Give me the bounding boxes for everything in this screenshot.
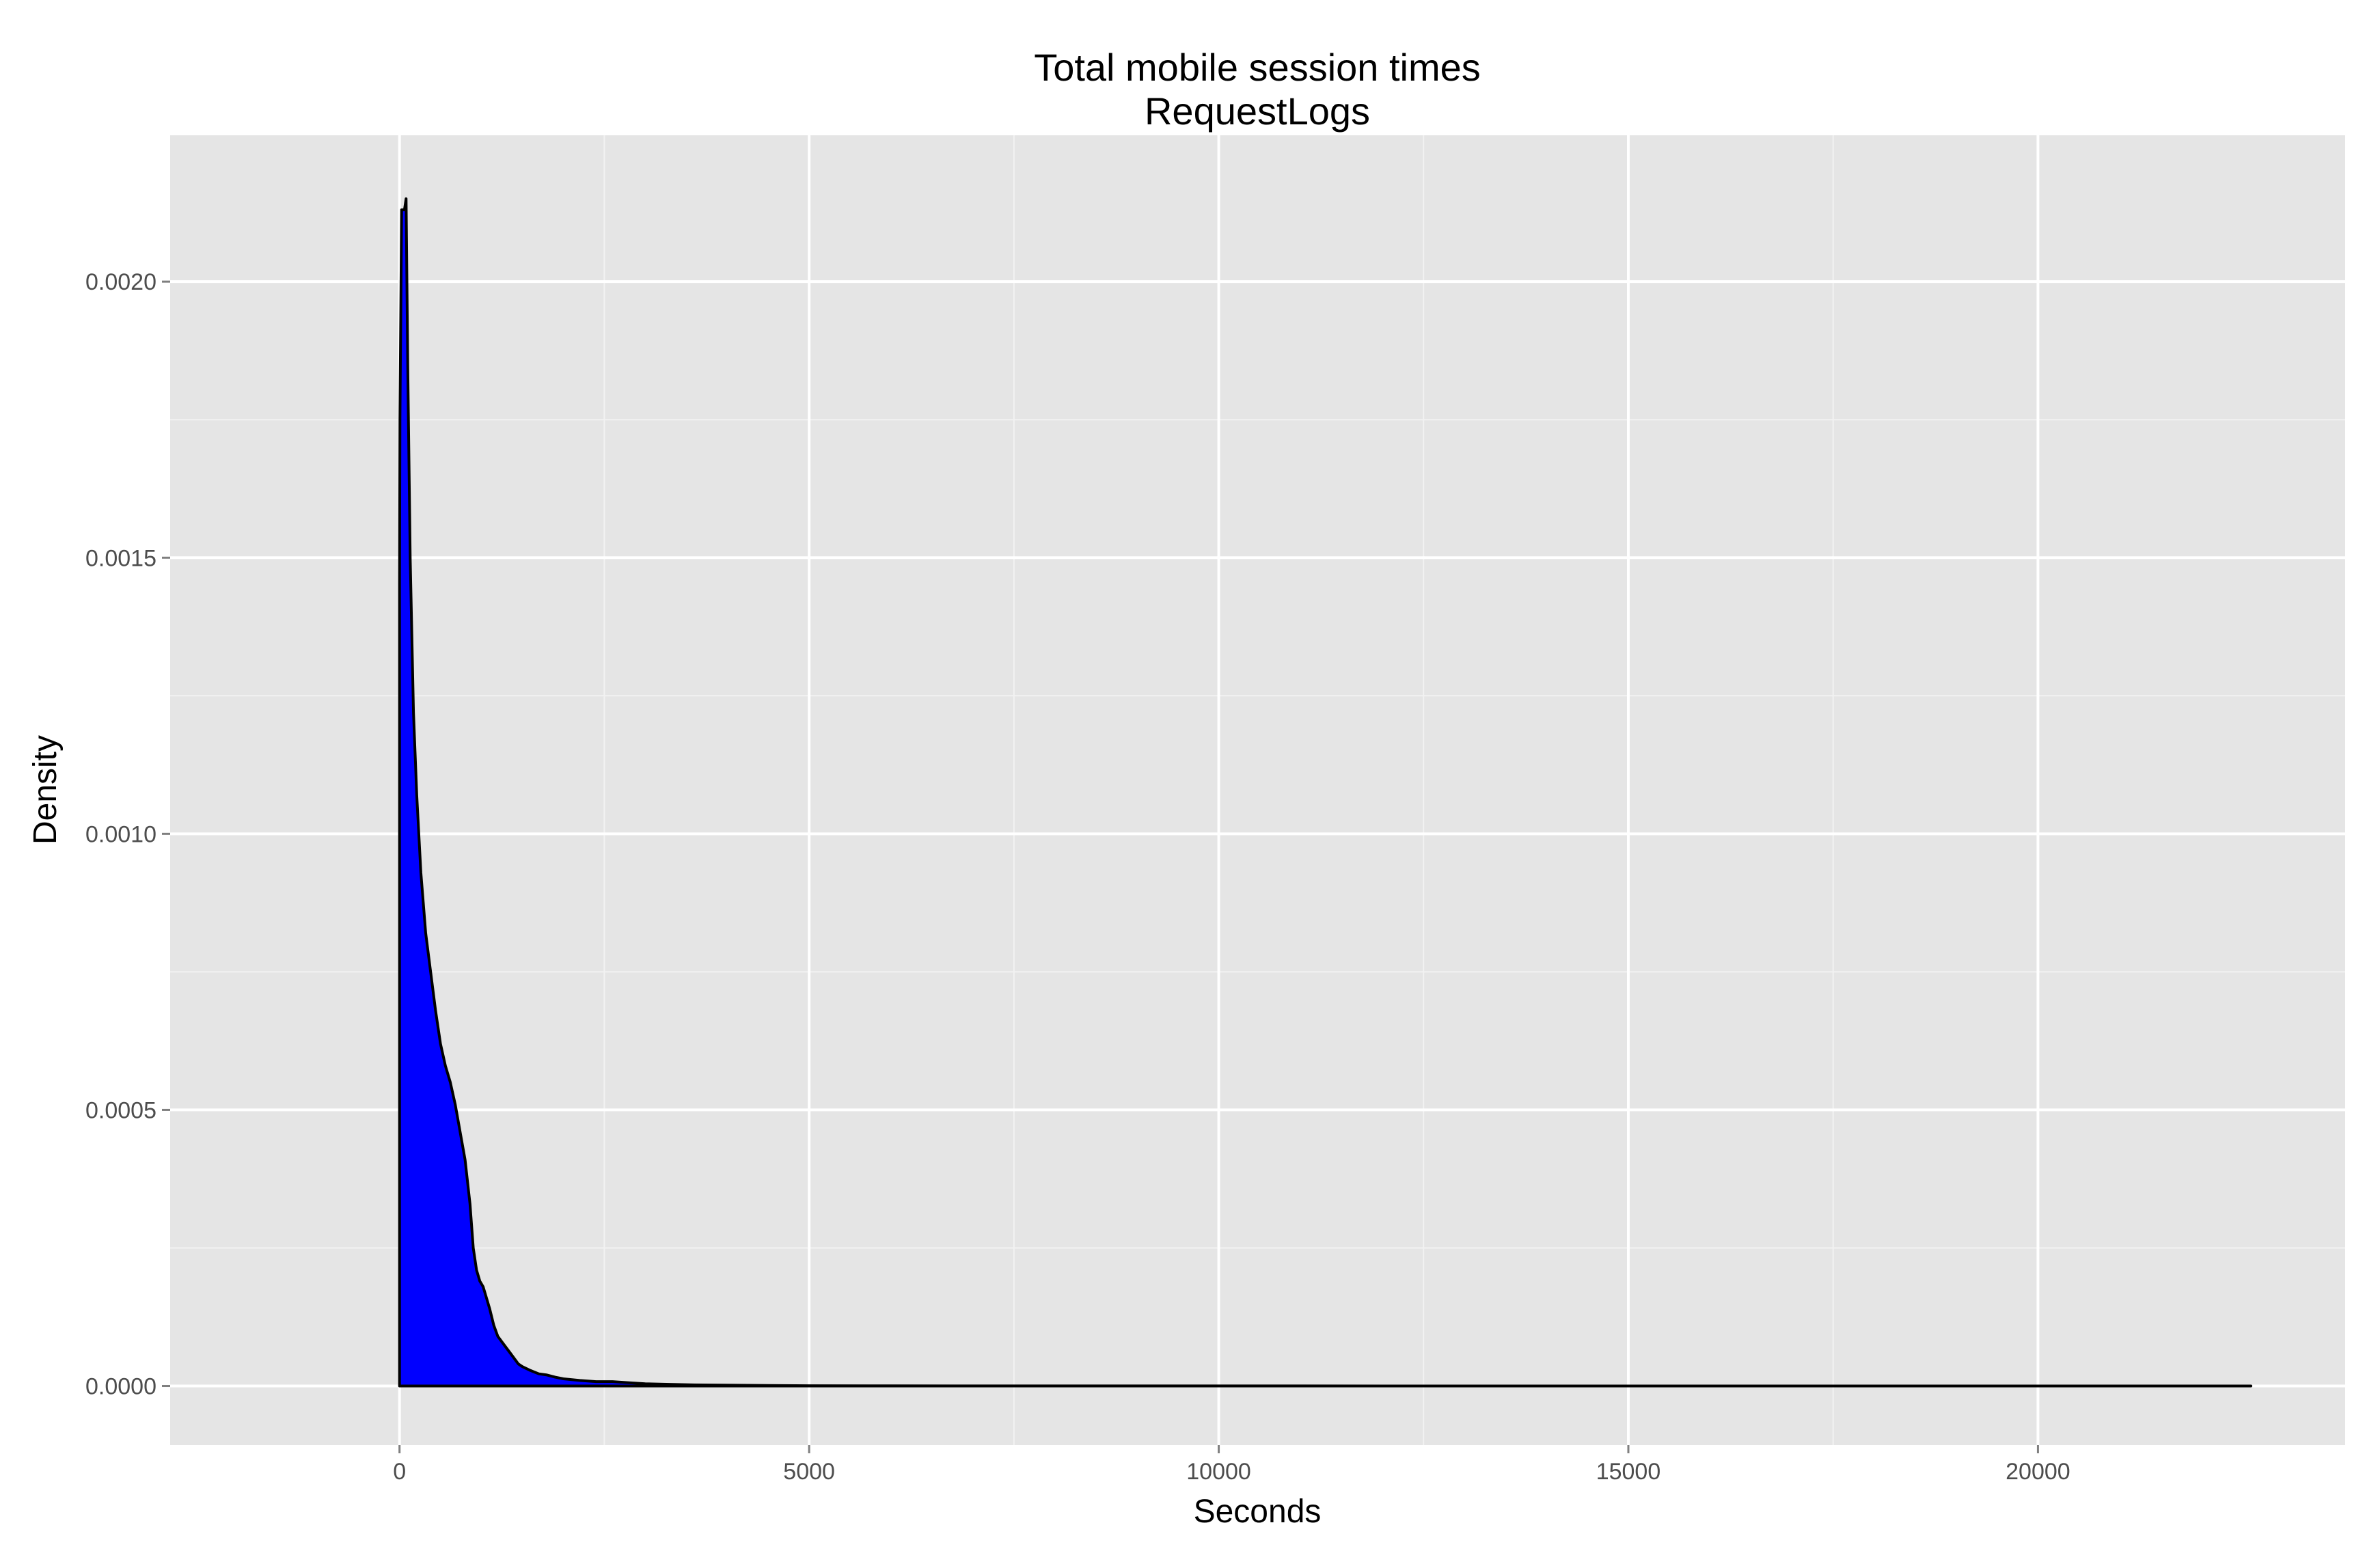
- minor-grid: [170, 135, 2345, 1445]
- y-axis-title: Density: [27, 735, 64, 845]
- y-tick-label: 0.0005: [85, 1097, 156, 1123]
- chart-title: Total mobile session times: [1034, 46, 1481, 89]
- plot-panel: [170, 135, 2345, 1445]
- chart-subtitle: RequestLogs: [1145, 90, 1370, 133]
- x-tick-label: 0: [393, 1459, 406, 1485]
- x-axis-title: Seconds: [1194, 1494, 1322, 1530]
- x-tick-label: 5000: [783, 1459, 835, 1485]
- x-tick-label: 10000: [1186, 1459, 1251, 1485]
- y-tick-label: 0.0015: [85, 545, 156, 571]
- y-tick-label: 0.0010: [85, 821, 156, 847]
- y-axis: 0.0000 0.0005 0.0010 0.0015 0.0020: [85, 269, 170, 1400]
- y-tick-label: 0.0020: [85, 269, 156, 295]
- x-tick-label: 20000: [2006, 1459, 2070, 1485]
- y-tick-label: 0.0000: [85, 1374, 156, 1400]
- x-tick-label: 15000: [1596, 1459, 1661, 1485]
- x-axis: 0 5000 10000 15000 20000: [393, 1445, 2070, 1485]
- density-area: [398, 197, 2253, 1388]
